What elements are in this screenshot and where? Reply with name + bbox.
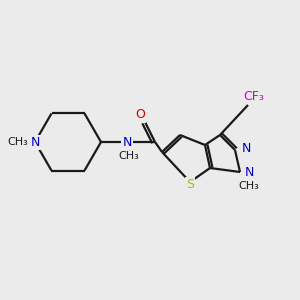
Text: N: N	[245, 166, 254, 178]
Text: N: N	[122, 136, 132, 148]
Text: CH₃: CH₃	[8, 137, 29, 147]
Text: N: N	[30, 136, 40, 148]
Text: N: N	[242, 142, 251, 155]
Text: CH₃: CH₃	[238, 181, 260, 191]
Text: CF₃: CF₃	[244, 89, 264, 103]
Text: S: S	[186, 178, 194, 190]
Text: O: O	[135, 109, 145, 122]
Text: CH₃: CH₃	[118, 151, 140, 161]
